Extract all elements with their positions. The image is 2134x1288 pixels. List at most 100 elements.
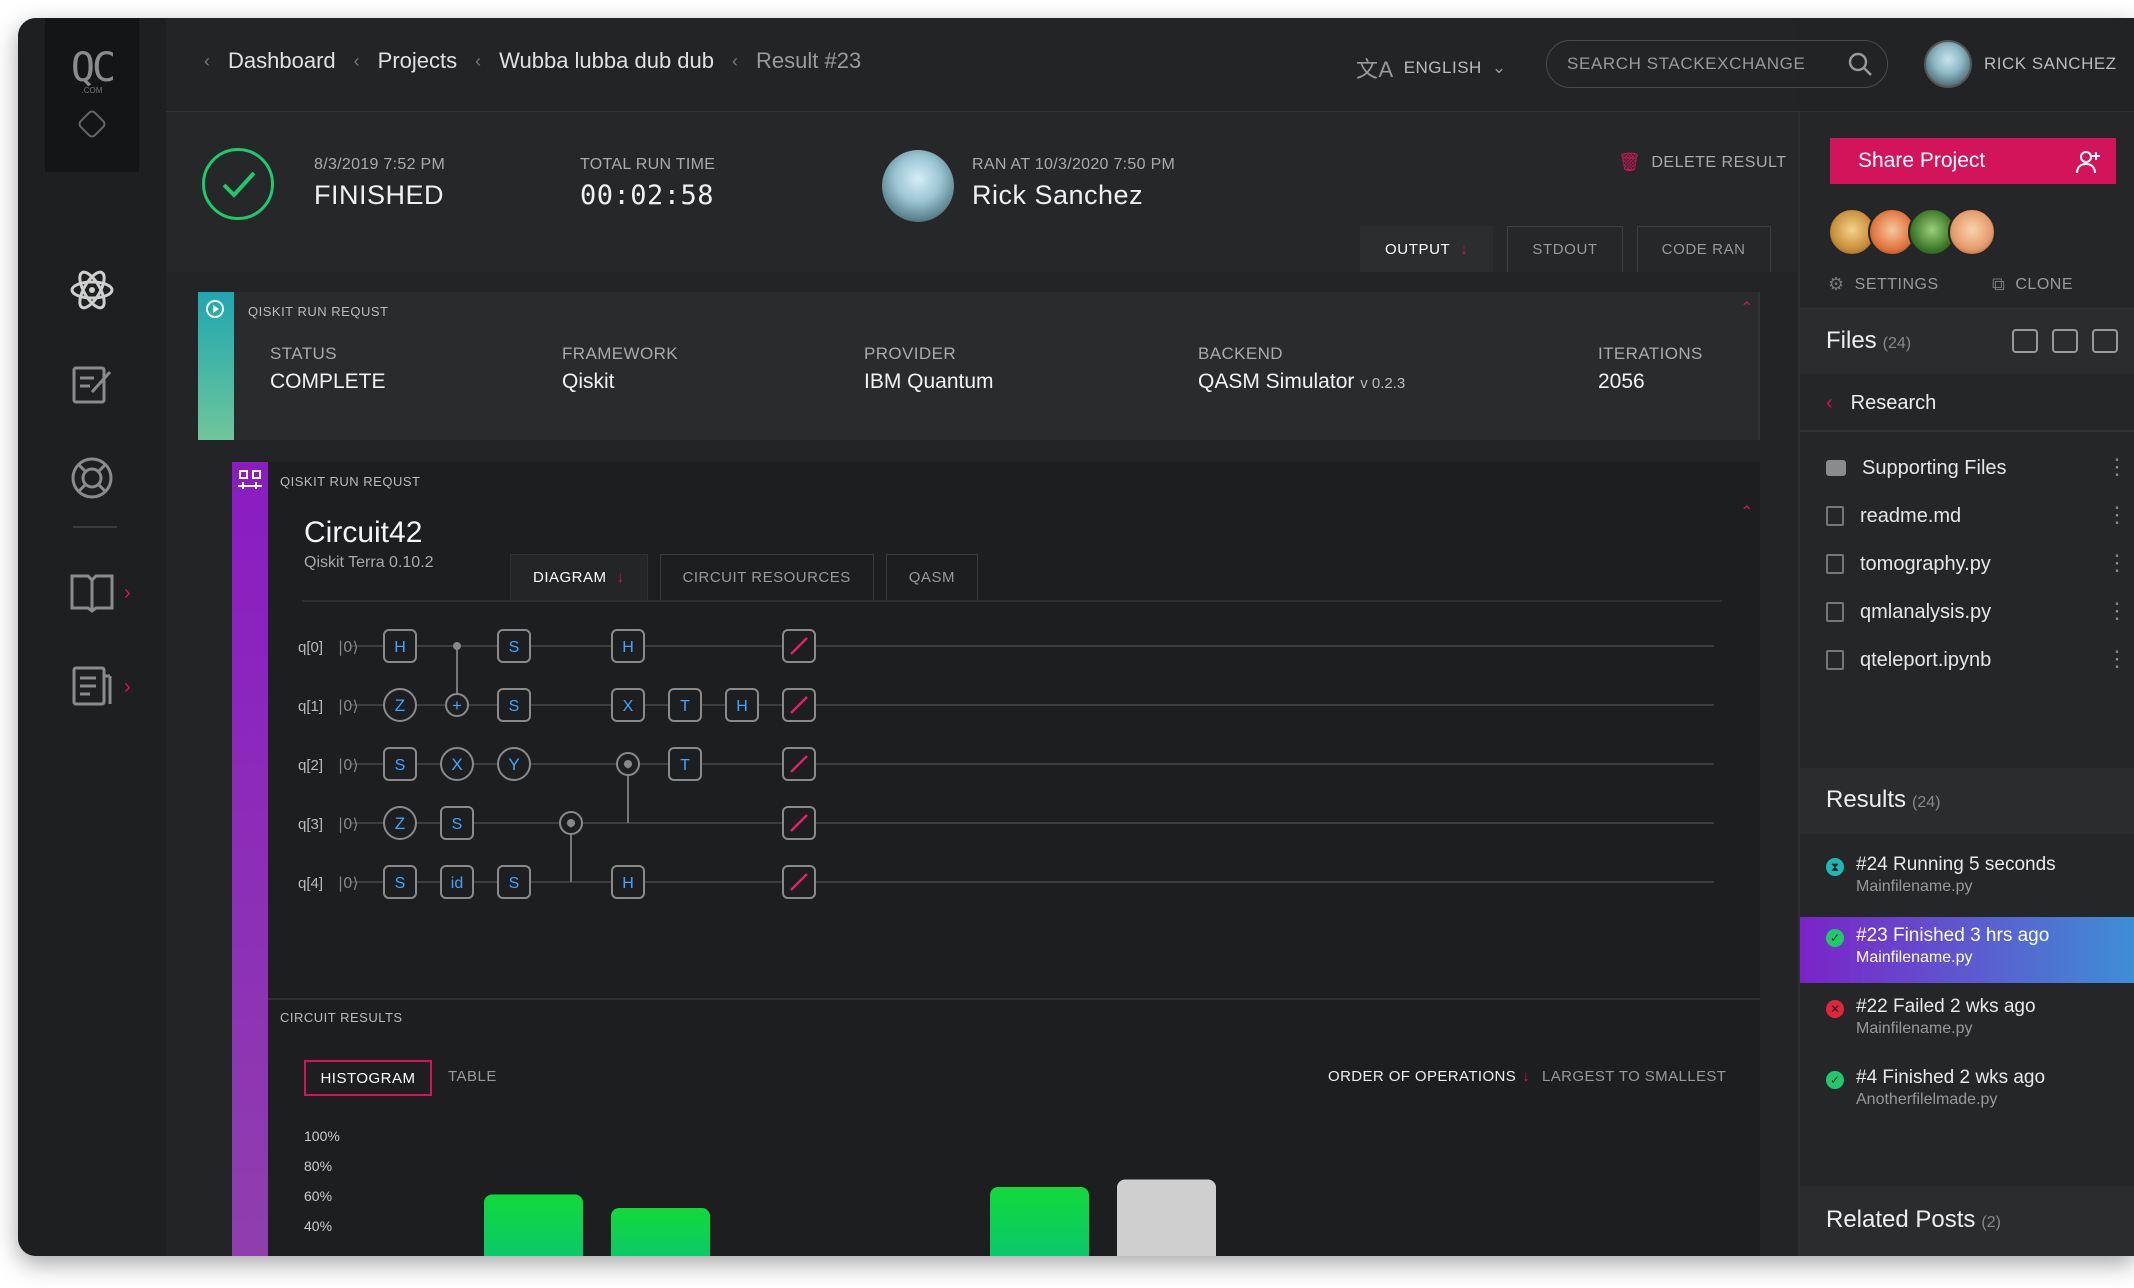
delete-result-button[interactable]: 🗑 DELETE RESULT bbox=[1618, 152, 1786, 173]
language-select[interactable]: 文A ENGLISH ⌄ bbox=[1356, 52, 1507, 84]
y-tick-label: 80% bbox=[304, 1158, 332, 1174]
more-icon[interactable]: ⋮ bbox=[2106, 598, 2128, 623]
nav-quantum[interactable] bbox=[18, 266, 166, 314]
gate-s[interactable]: S bbox=[383, 865, 417, 899]
histogram-bar[interactable] bbox=[990, 1187, 1089, 1256]
more-icon[interactable]: ⋮ bbox=[2106, 646, 2128, 671]
search-input[interactable] bbox=[1567, 54, 1837, 74]
result-item[interactable]: ✓ #23 Finished 3 hrs ago Mainfilename.py bbox=[1800, 917, 2134, 983]
more-icon[interactable]: ⋮ bbox=[2106, 502, 2128, 527]
gate-s[interactable]: S bbox=[440, 806, 474, 840]
clone-button[interactable]: ⧉ CLONE bbox=[1992, 274, 2073, 295]
tab-stdout[interactable]: STDOUT bbox=[1507, 226, 1623, 272]
file-item[interactable]: qmlanalysis.py ⋮ bbox=[1826, 594, 2128, 630]
more-icon[interactable]: ⋮ bbox=[2106, 550, 2128, 575]
result-item[interactable]: ✕ #22 Failed 2 wks ago Mainfilename.py bbox=[1800, 988, 2134, 1054]
avatar[interactable] bbox=[1908, 208, 1956, 256]
gate-measure[interactable] bbox=[782, 747, 816, 781]
circuit-results-title: CIRCUIT RESULTS bbox=[280, 1010, 403, 1025]
avatar[interactable] bbox=[1948, 208, 1996, 256]
breadcrumb: ‹ Dashboard ‹ Projects ‹ Wubba lubba dub… bbox=[204, 48, 861, 74]
folder-back-button[interactable]: ‹ Research bbox=[1826, 392, 1936, 415]
nav-support[interactable] bbox=[18, 454, 166, 502]
tab-label: OUTPUT bbox=[1385, 241, 1451, 258]
gate-z[interactable]: Z bbox=[383, 806, 417, 840]
nav-news[interactable]: › bbox=[18, 662, 166, 710]
arrow-down-icon: ↓ bbox=[616, 569, 625, 586]
gate-h[interactable]: H bbox=[383, 629, 417, 663]
gate-z[interactable]: Z bbox=[383, 688, 417, 722]
new-file-icon[interactable] bbox=[2092, 329, 2118, 353]
new-folder-icon[interactable] bbox=[2052, 329, 2078, 353]
largest-to-smallest-button[interactable]: LARGEST TO SMALLEST bbox=[1542, 1068, 1727, 1085]
gate-measure[interactable] bbox=[782, 629, 816, 663]
histogram-bar[interactable] bbox=[484, 1194, 583, 1257]
gate-+[interactable]: + bbox=[445, 693, 469, 717]
tab-output[interactable]: OUTPUT ↓ bbox=[1360, 226, 1494, 272]
table-button[interactable]: TABLE bbox=[448, 1068, 497, 1085]
histogram-bar[interactable] bbox=[611, 1208, 710, 1256]
tab-code-ran[interactable]: CODE RAN bbox=[1636, 226, 1771, 272]
folder-name: Research bbox=[1850, 392, 1937, 414]
gate-measure[interactable] bbox=[782, 865, 816, 899]
related-posts-header: Related Posts (2) bbox=[1800, 1186, 2134, 1256]
gate-x[interactable]: X bbox=[611, 688, 645, 722]
tab-circuit-resources[interactable]: CIRCUIT RESOURCES bbox=[659, 554, 874, 600]
hex-icon bbox=[76, 108, 108, 140]
file-item[interactable]: readme.md ⋮ bbox=[1826, 498, 2128, 534]
cloud-download-icon[interactable] bbox=[2012, 329, 2038, 353]
crumb-dashboard[interactable]: Dashboard bbox=[228, 48, 336, 73]
file-item[interactable]: qteleport.ipynb ⋮ bbox=[1826, 642, 2128, 678]
gate-s[interactable]: S bbox=[383, 747, 417, 781]
tab-qasm[interactable]: QASM bbox=[885, 554, 978, 600]
rotation-gate bbox=[383, 806, 417, 840]
panel-strip bbox=[232, 462, 268, 1256]
circuit-diagram: q[0] |0⟩ q[1] |0⟩ q[2] |0⟩ q[3] |0⟩ q[4] |0⟩ H S H Z +… bbox=[298, 629, 1714, 899]
gate-s[interactable]: S bbox=[497, 865, 531, 899]
chevron-up-icon[interactable]: ⌃ bbox=[1740, 504, 1754, 521]
related-title: Related Posts (2) bbox=[1826, 1206, 2001, 1234]
more-icon[interactable]: ⋮ bbox=[2106, 454, 2128, 479]
search-icon[interactable] bbox=[1847, 51, 1873, 77]
gate-id[interactable]: id bbox=[440, 865, 474, 899]
related-count: (2) bbox=[1981, 1214, 2001, 1231]
avatar[interactable] bbox=[1868, 208, 1916, 256]
file-item[interactable]: Supporting Files ⋮ bbox=[1826, 450, 2128, 486]
gate-h[interactable]: H bbox=[725, 688, 759, 722]
files-count: (24) bbox=[1882, 335, 1912, 352]
result-file: Mainfilename.py bbox=[1856, 949, 1973, 966]
crumb-project[interactable]: Wubba lubba dub dub bbox=[499, 48, 715, 73]
gate-h[interactable]: H bbox=[611, 865, 645, 899]
gate-measure[interactable] bbox=[782, 806, 816, 840]
crumb-projects[interactable]: Projects bbox=[377, 48, 458, 73]
result-item[interactable]: ✓ #4 Finished 2 wks ago Anotherfilelmade.p… bbox=[1800, 1059, 2134, 1125]
order-of-operations-button[interactable]: ORDER OF OPERATIONS ↓ bbox=[1328, 1068, 1530, 1085]
gate-box bbox=[440, 865, 474, 899]
y-tick-label: 60% bbox=[304, 1188, 332, 1204]
nav-docs[interactable]: › bbox=[18, 568, 166, 616]
histogram-bar[interactable] bbox=[1117, 1179, 1216, 1257]
gate-measure[interactable] bbox=[782, 688, 816, 722]
gate-s[interactable]: S bbox=[497, 688, 531, 722]
gate-y[interactable]: Y bbox=[497, 747, 531, 781]
settings-button[interactable]: ⚙ SETTINGS bbox=[1828, 274, 1939, 295]
qubit-label: q[4] bbox=[298, 875, 323, 892]
histogram-button[interactable]: HISTOGRAM bbox=[304, 1060, 432, 1096]
language-label: ENGLISH bbox=[1403, 58, 1482, 77]
tab-diagram[interactable]: DIAGRAM ↓ bbox=[510, 554, 648, 600]
nav-editor[interactable] bbox=[18, 360, 166, 408]
result-item[interactable]: ⧗ #24 Running 5 seconds Mainfilename.py bbox=[1800, 846, 2134, 912]
histogram-chart: 100% 80% 60% 40% bbox=[304, 1128, 1216, 1257]
logo[interactable]: QC .COM bbox=[45, 18, 139, 172]
gate-t[interactable]: T bbox=[668, 747, 702, 781]
file-item[interactable]: tomography.py ⋮ bbox=[1826, 546, 2128, 582]
gate-h[interactable]: H bbox=[611, 629, 645, 663]
chevron-right-icon: › bbox=[124, 676, 131, 698]
share-project-button[interactable]: Share Project bbox=[1830, 138, 2116, 184]
gate-s[interactable]: S bbox=[497, 629, 531, 663]
gate-t[interactable]: T bbox=[668, 688, 702, 722]
chevron-up-icon[interactable]: ⌃ bbox=[1740, 300, 1754, 317]
qubit-label: q[3] bbox=[298, 816, 323, 833]
gate-x[interactable]: X bbox=[440, 747, 474, 781]
user-menu[interactable]: RICK SANCHEZ bbox=[1924, 40, 2117, 88]
